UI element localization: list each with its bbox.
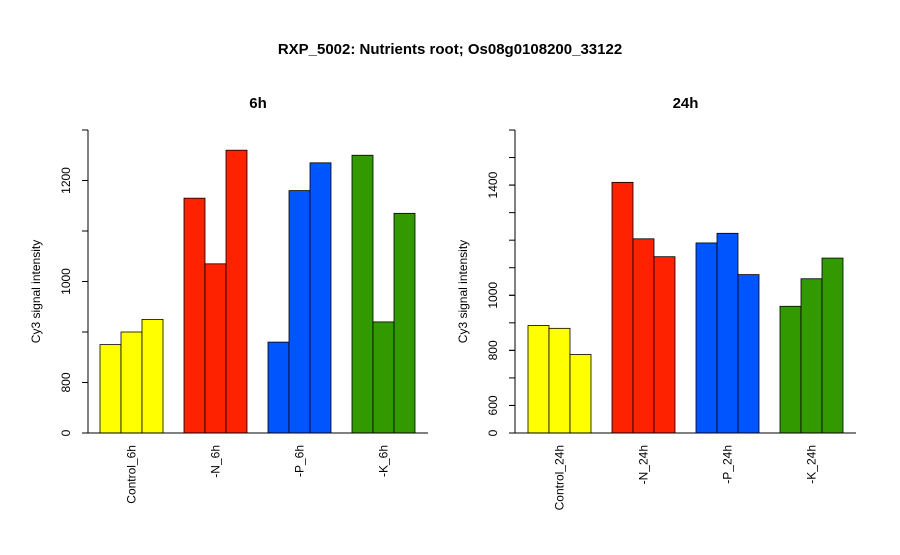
y-tick-label: 0 — [486, 429, 500, 436]
bar--N_24h-2 — [632, 238, 655, 434]
bar--P_6h-1 — [267, 341, 290, 434]
x-tick-label: Control_24h — [553, 445, 567, 510]
x-tick-label: -N_6h — [209, 445, 223, 478]
y-tick-label: 0 — [59, 429, 73, 436]
bar--P_24h-3 — [737, 274, 760, 434]
y-tick-label: 600 — [486, 395, 500, 415]
bar--K_24h-2 — [800, 278, 823, 434]
panel-title: 6h — [249, 95, 267, 112]
x-tick-label: -K_24h — [805, 445, 819, 484]
figure-title: RXP_5002: Nutrients root; Os08g0108200_3… — [278, 41, 622, 58]
bar--P_6h-3 — [309, 162, 332, 434]
x-tick-label: -P_6h — [293, 445, 307, 477]
bar-Control_24h-1 — [527, 325, 550, 434]
bar--N_24h-3 — [653, 256, 676, 434]
bar--N_6h-3 — [225, 149, 248, 434]
bar-Control_24h-3 — [569, 354, 592, 434]
y-axis-label: Cy3 signal intensity — [456, 240, 470, 343]
y-tick-label: 1000 — [486, 282, 500, 309]
y-tick-label: 800 — [486, 340, 500, 360]
bar-Control_6h-1 — [99, 344, 122, 434]
chart-panels: 6h Control_6h -N_6h -P_6h -K_6h 0 800 1000 1200 C… — [29, 95, 856, 510]
chart-panel-1: 24h Control_24h -N_24h -P_24h -K_24h 0 600 800 1… — [456, 95, 856, 510]
bar--K_6h-1 — [351, 154, 374, 434]
chart-panel-0: 6h Control_6h -N_6h -P_6h -K_6h 0 800 1000 1200 C… — [29, 95, 428, 504]
bar-Control_6h-2 — [120, 331, 143, 434]
bar--N_6h-2 — [204, 263, 227, 434]
bar--K_6h-2 — [372, 321, 395, 434]
x-tick-label: -K_6h — [377, 445, 391, 477]
x-tick-label: -N_24h — [637, 445, 651, 484]
x-tick-label: Control_6h — [125, 445, 139, 504]
bar--K_24h-3 — [821, 257, 844, 434]
panel-title: 24h — [673, 95, 699, 112]
y-tick-label: 1200 — [59, 167, 73, 194]
bar--P_24h-2 — [716, 232, 739, 434]
x-tick-label: -P_24h — [721, 445, 735, 484]
y-tick-label: 800 — [59, 372, 73, 392]
bar-Control_24h-2 — [548, 327, 571, 434]
bar--K_6h-3 — [393, 212, 416, 434]
bar-Control_6h-3 — [141, 318, 164, 434]
bar--P_6h-2 — [288, 190, 311, 434]
y-tick-label: 1400 — [486, 171, 500, 198]
y-axis-label: Cy3 signal intensity — [29, 240, 43, 343]
bar--P_24h-1 — [695, 242, 718, 434]
bar--K_24h-1 — [779, 305, 802, 434]
bar--N_6h-1 — [183, 197, 206, 434]
bar--N_24h-1 — [611, 181, 634, 434]
y-tick-label: 1000 — [59, 268, 73, 295]
